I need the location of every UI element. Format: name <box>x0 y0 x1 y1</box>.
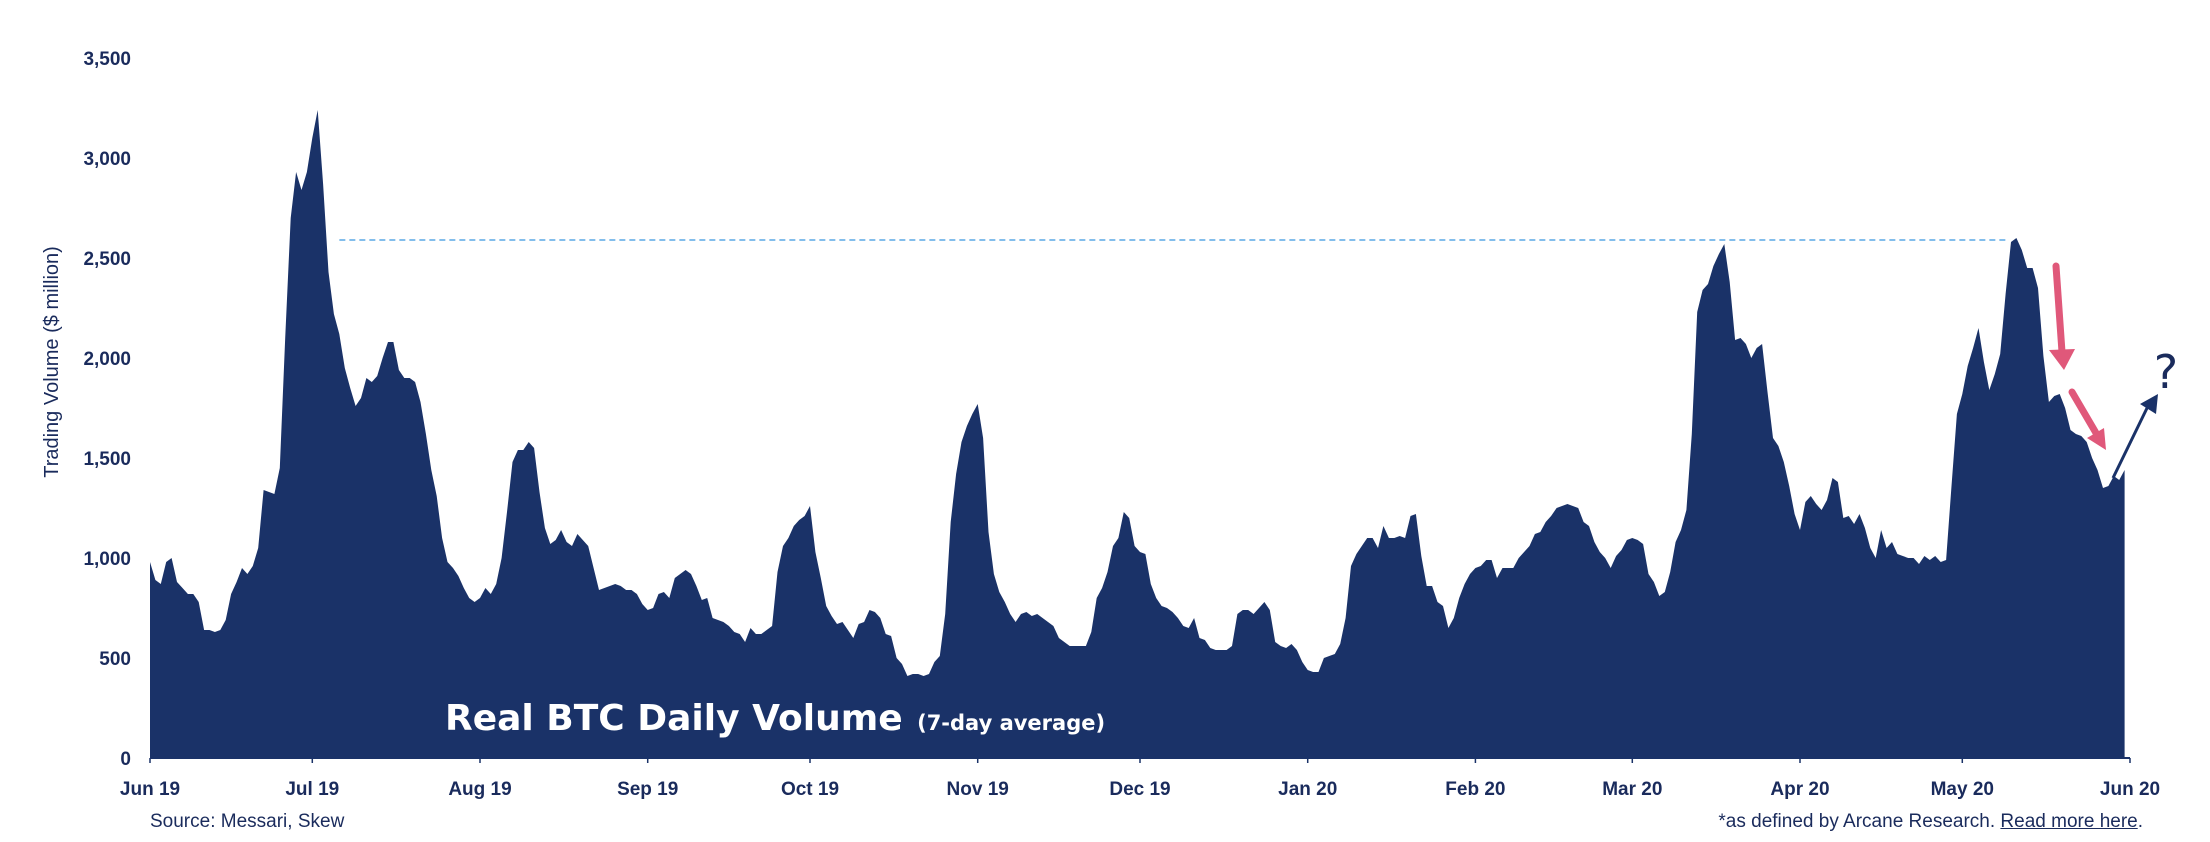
definition-note: *as defined by Arcane Research. Read mor… <box>1718 811 2143 833</box>
x-tick-label: Sep 19 <box>617 779 678 800</box>
y-tick-label: 2,500 <box>83 249 131 270</box>
y-tick-label: 0 <box>120 749 131 770</box>
x-axis: Jun 19 Jul 19 Aug 19 Sep 19 Oct 19 Nov 19 Dec … <box>120 758 2160 800</box>
source-note: Source: Messari, Skew <box>150 811 345 832</box>
annotation-down-arrow-1 <box>2049 262 2075 370</box>
chart-title: Real BTC Daily Volume (7-day average) <box>445 698 1105 739</box>
chart-title-main: Real BTC Daily Volume <box>445 698 903 739</box>
annotation-up-arrow <box>2111 394 2158 479</box>
x-tick-label: Jun 19 <box>120 779 180 800</box>
definition-note-text: *as defined by Arcane Research. <box>1718 811 2001 832</box>
x-tick-label: Dec 19 <box>1109 779 1170 800</box>
annotation-down-arrow-2 <box>2068 388 2106 450</box>
y-tick-label: 1,000 <box>83 549 131 570</box>
x-tick-label: May 20 <box>1931 779 1994 800</box>
definition-note-period: . <box>2137 811 2143 832</box>
y-tick-label: 3,500 <box>83 49 131 70</box>
y-tick-label: 2,000 <box>83 349 131 370</box>
x-tick-label: Oct 19 <box>781 779 839 800</box>
x-tick-label: Feb 20 <box>1445 779 1505 800</box>
x-tick-label: Jul 19 <box>285 779 339 800</box>
x-tick-label: Apr 20 <box>1770 779 1829 800</box>
y-tick-label: 1,500 <box>83 449 131 470</box>
y-axis-label: Trading Volume ($ million) <box>41 246 63 478</box>
x-tick-label: Nov 19 <box>947 779 1009 800</box>
x-tick-label: Mar 20 <box>1602 779 1662 800</box>
chart-title-subtitle: (7-day average) <box>917 711 1105 735</box>
volume-area <box>150 110 2125 758</box>
y-tick-label: 500 <box>99 649 131 670</box>
x-tick-label: Jan 20 <box>1278 779 1337 800</box>
x-tick-label: Aug 19 <box>448 779 511 800</box>
read-more-link[interactable]: Read more here <box>2000 811 2138 832</box>
question-mark: ? <box>2154 345 2178 399</box>
y-tick-label: 3,000 <box>83 149 131 170</box>
x-tick-label: Jun 20 <box>2100 779 2160 800</box>
y-axis: 0 500 1,000 1,500 2,000 2,500 3,000 3,500 <box>83 49 131 770</box>
